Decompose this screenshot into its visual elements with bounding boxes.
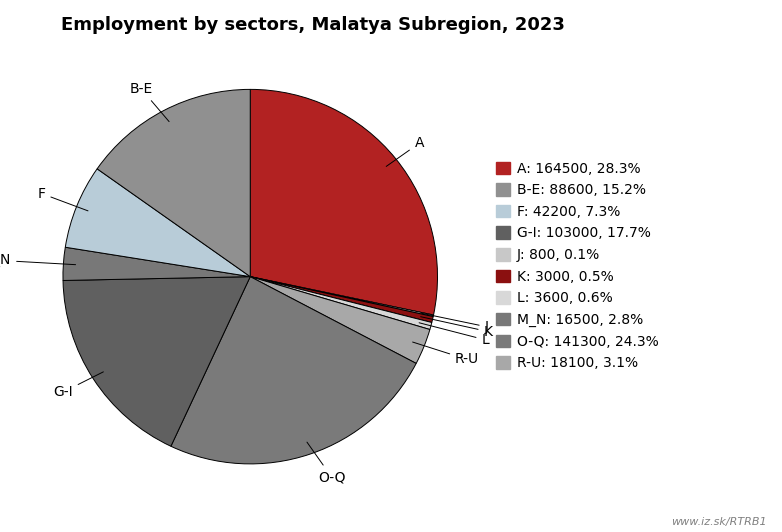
- Wedge shape: [250, 277, 432, 329]
- Wedge shape: [171, 277, 416, 464]
- Text: M_N: M_N: [0, 253, 76, 267]
- Text: O-Q: O-Q: [307, 442, 346, 484]
- Text: J: J: [421, 313, 489, 334]
- Text: F: F: [38, 187, 88, 211]
- Text: R-U: R-U: [413, 342, 479, 367]
- Wedge shape: [250, 277, 433, 322]
- Text: G-I: G-I: [53, 372, 103, 399]
- Wedge shape: [66, 169, 250, 277]
- Text: K: K: [421, 317, 493, 338]
- Text: L: L: [419, 323, 490, 347]
- Wedge shape: [63, 247, 250, 280]
- Text: A: A: [386, 136, 424, 167]
- Wedge shape: [250, 89, 437, 315]
- Text: Employment by sectors, Malatya Subregion, 2023: Employment by sectors, Malatya Subregion…: [61, 16, 565, 34]
- Legend: A: 164500, 28.3%, B-E: 88600, 15.2%, F: 42200, 7.3%, G-I: 103000, 17.7%, J: 800,: A: 164500, 28.3%, B-E: 88600, 15.2%, F: …: [492, 157, 662, 375]
- Text: www.iz.sk/RTRB1: www.iz.sk/RTRB1: [671, 517, 766, 527]
- Wedge shape: [63, 277, 250, 446]
- Wedge shape: [250, 277, 433, 317]
- Text: B-E: B-E: [130, 82, 169, 122]
- Wedge shape: [250, 277, 430, 363]
- Wedge shape: [97, 89, 250, 277]
